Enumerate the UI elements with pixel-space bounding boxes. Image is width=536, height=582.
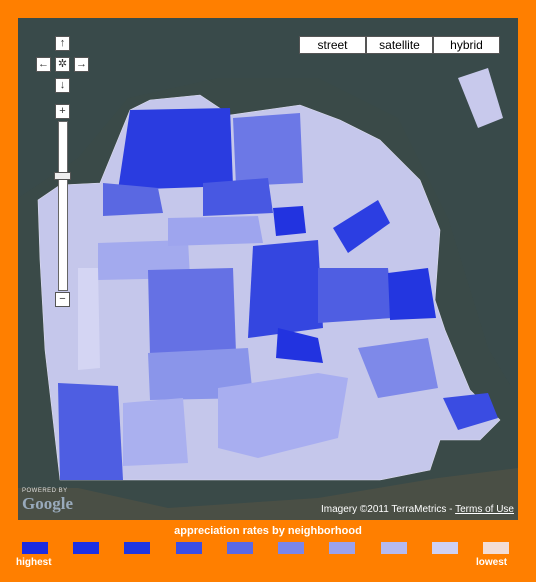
legend-swatch xyxy=(380,542,407,554)
map[interactable]: street satellite hybrid ↑ ← ✲ → ↓ + − PO… xyxy=(18,18,518,520)
pan-down[interactable]: ↓ xyxy=(55,78,70,93)
zoom-slider[interactable] xyxy=(58,121,68,291)
legend-swatch xyxy=(431,542,458,554)
legend-swatch xyxy=(73,542,100,554)
legend-low-label: lowest xyxy=(476,557,508,568)
legend-swatch xyxy=(329,542,356,554)
legend-swatch xyxy=(22,542,48,554)
attribution: Imagery ©2011 TerraMetrics - Terms of Us… xyxy=(321,504,514,515)
map-imagery xyxy=(18,18,518,520)
map-type-button[interactable]: hybrid xyxy=(433,36,500,54)
legend-title: appreciation rates by neighborhood xyxy=(174,525,362,537)
zoom-handle[interactable] xyxy=(54,172,71,180)
legend-swatch xyxy=(226,542,253,554)
legend-swatch xyxy=(483,542,509,554)
pan-right[interactable]: → xyxy=(74,57,89,72)
imagery-credit: Imagery ©2011 TerraMetrics - xyxy=(321,504,453,515)
map-type-button[interactable]: street xyxy=(299,36,366,54)
logo-text: Google xyxy=(22,494,73,513)
terms-link[interactable]: Terms of Use xyxy=(455,504,514,515)
zoom-out[interactable]: − xyxy=(55,292,70,307)
legend-swatch xyxy=(278,542,305,554)
map-type-button[interactable]: satellite xyxy=(366,36,433,54)
legend-swatch xyxy=(124,542,151,554)
pan-left[interactable]: ← xyxy=(36,57,51,72)
legend-swatch xyxy=(175,542,202,554)
powered-by: POWERED BY xyxy=(22,488,68,494)
google-logo: POWERED BY Google xyxy=(22,488,73,514)
pan-center[interactable]: ✲ xyxy=(55,57,70,72)
zoom-in[interactable]: + xyxy=(55,104,70,119)
legend-high-label: highest xyxy=(16,557,52,568)
pan-up[interactable]: ↑ xyxy=(55,36,70,51)
